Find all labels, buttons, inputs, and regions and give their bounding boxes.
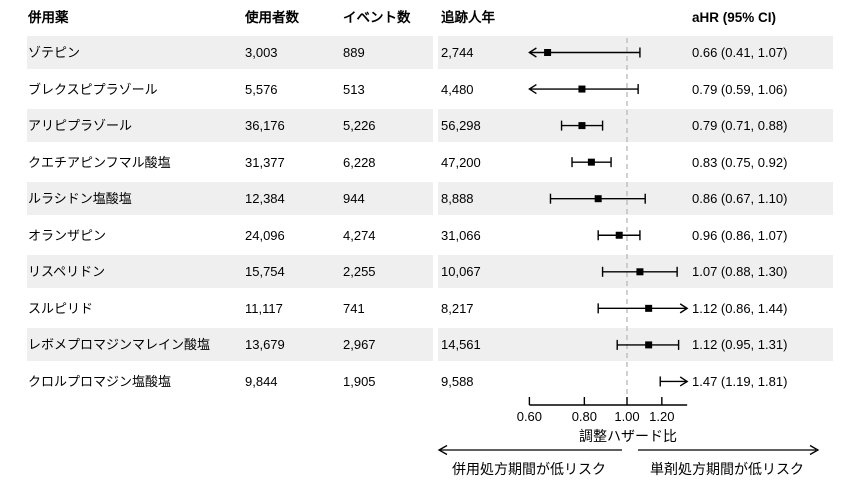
column-header-person-years: 追跡人年 [441,10,495,25]
x-axis-title: 調整ハザード比 [579,428,677,444]
column-header-drug: 併用薬 [28,10,69,25]
events-count: 741 [343,300,365,316]
person-years-value: 8,217 [441,300,474,316]
row-stripe-left [27,36,433,69]
ci-arrow-right [679,376,689,387]
axis-tick-label: 1.00 [614,409,640,424]
users-count: 3,003 [245,45,278,60]
column-header-users: 使用者数 [245,10,299,25]
ahr-ci-value: 0.96 (0.86, 1.07) [692,227,788,243]
drug-name: アリピプラゾール [28,118,133,134]
drug-name: オランザピン [28,227,107,243]
person-years-value: 10,067 [441,264,481,280]
ahr-ci-value: 0.86 (0.67, 1.10) [692,191,788,207]
person-years-value: 56,298 [441,118,481,134]
row-stripe-right [438,109,833,143]
ahr-ci-value: 0.79 (0.59, 1.06) [692,81,788,97]
row-stripe-left [27,328,433,362]
events-count: 2,967 [343,337,376,353]
users-count: 12,384 [245,191,285,207]
users-count: 31,377 [245,154,285,170]
ahr-ci-value: 0.79 (0.71, 0.88) [692,118,788,134]
users-count: 13,679 [245,337,285,353]
direction-arrow-left-head [437,444,448,456]
point-estimate-marker [587,158,595,166]
person-years-value: 9,588 [441,373,474,389]
events-count: 1,905 [343,373,376,389]
axis-tick-label: 1.20 [649,409,675,424]
point-estimate-marker [615,231,623,239]
drug-name: ゾテピン [28,45,81,60]
column-header-ahr: aHR (95% CI) [692,10,777,25]
users-count: 15,754 [245,264,285,280]
drug-name: スルピリド [28,300,94,316]
drug-name: ルラシドン塩酸塩 [28,191,132,207]
ahr-ci-value: 1.47 (1.19, 1.81) [692,373,788,389]
person-years-value: 4,480 [441,81,474,97]
person-years-value: 31,066 [441,227,481,243]
ahr-ci-value: 1.12 (0.95, 1.31) [692,337,788,353]
column-header-events: イベント数 [343,10,411,25]
drug-name: クエチアピンフマル酸塩 [28,154,171,170]
users-count: 9,844 [245,373,278,389]
ahr-ci-value: 1.07 (0.88, 1.30) [692,264,788,280]
person-years-value: 47,200 [441,154,481,170]
events-count: 4,274 [343,227,376,243]
drug-name: リスペリドン [28,264,106,280]
ci-arrow-left [528,83,537,95]
row-stripe-left [27,182,433,216]
events-count: 944 [343,191,365,207]
users-count: 5,576 [245,81,278,97]
row-stripe-left [27,255,433,289]
ahr-ci-value: 1.12 (0.86, 1.44) [692,300,788,316]
events-count: 889 [343,45,365,60]
events-count: 6,228 [343,154,376,170]
drug-name: ブレクスピプラゾール [28,81,158,97]
person-years-value: 8,888 [441,191,474,207]
ahr-ci-value: 0.83 (0.75, 0.92) [692,154,788,170]
direction-label-left: 併用処方期間が低リスク [452,461,606,477]
users-count: 24,096 [245,227,285,243]
ahr-ci-value: 0.66 (0.41, 1.07) [692,45,788,60]
drug-name: レボメプロマジンマレイン酸塩 [28,337,211,353]
axis-tick-label: 0.60 [516,409,543,424]
events-count: 2,255 [343,264,376,280]
ci-arrow-right [679,303,689,314]
point-estimate-marker [578,85,586,93]
person-years-value: 14,561 [441,337,481,353]
person-years-value: 2,744 [441,45,474,60]
direction-arrow-right-head [809,444,820,456]
events-count: 513 [343,81,365,97]
direction-label-right: 単剤処方期間が低リスク [650,461,804,477]
drug-name: クロルプロマジン塩酸塩 [28,373,172,389]
users-count: 36,176 [245,118,285,134]
row-stripe-left [27,109,433,143]
point-estimate-marker [645,304,653,312]
axis-tick-label: 0.80 [571,409,598,424]
users-count: 11,117 [245,300,283,316]
events-count: 5,226 [343,118,376,134]
